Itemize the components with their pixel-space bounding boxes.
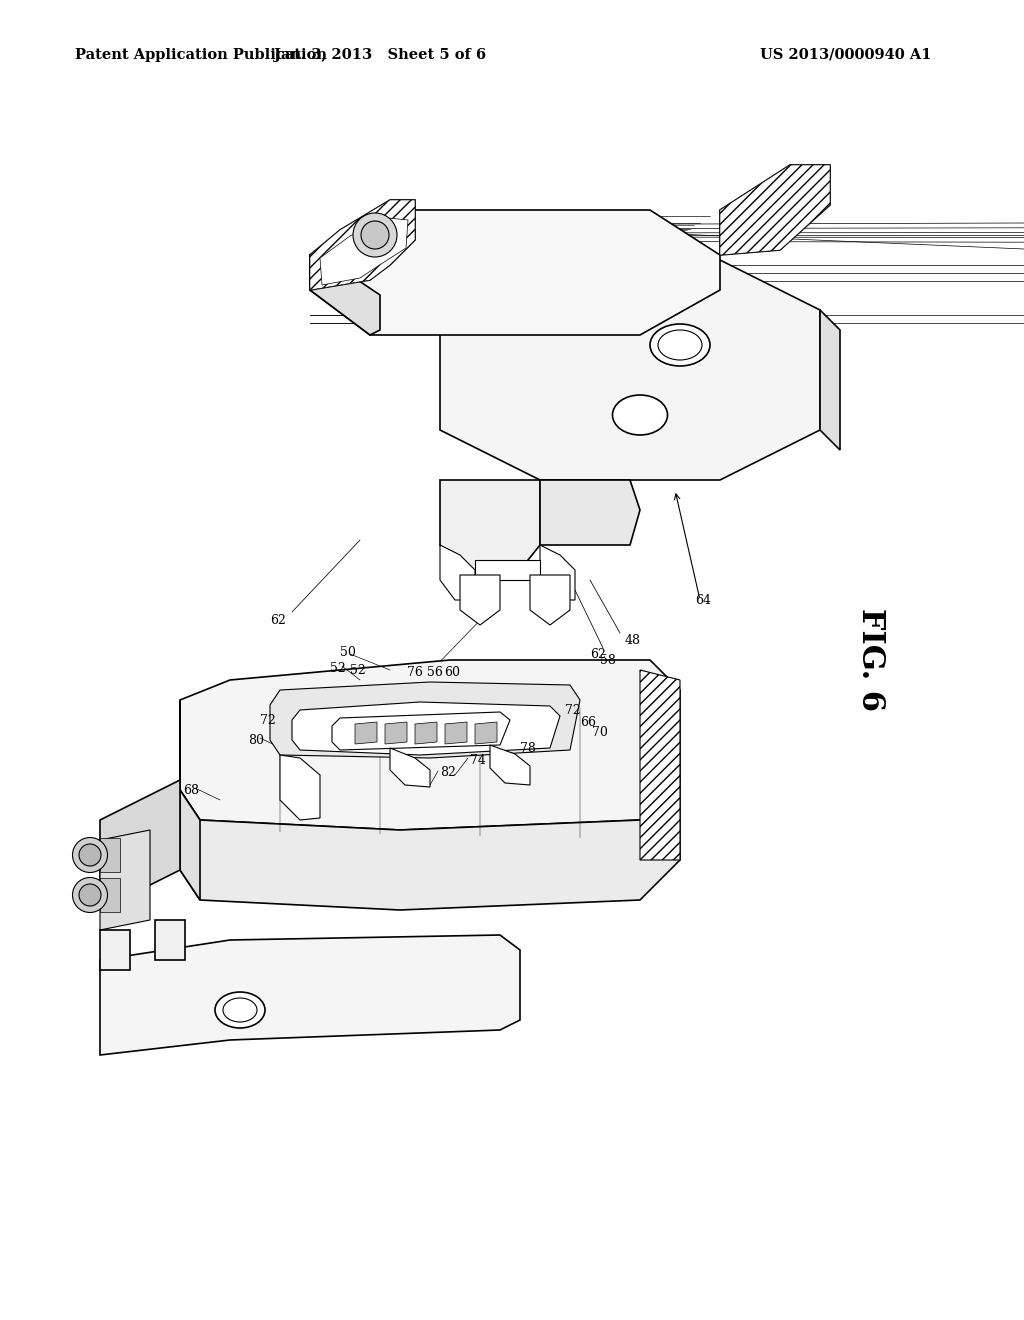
Circle shape [361,220,389,249]
Text: 68: 68 [183,784,199,796]
Polygon shape [475,560,540,579]
Polygon shape [100,838,120,873]
Polygon shape [155,920,185,960]
Polygon shape [310,210,720,335]
Text: 76: 76 [408,665,423,678]
Ellipse shape [73,837,108,873]
Polygon shape [292,702,560,755]
Text: Patent Application Publication: Patent Application Publication [75,48,327,62]
Polygon shape [100,931,130,970]
Polygon shape [820,310,840,450]
Text: 62: 62 [590,648,606,661]
Text: 74: 74 [470,754,485,767]
Text: 72: 72 [565,704,581,717]
Ellipse shape [650,323,710,366]
Polygon shape [100,935,520,1055]
Text: 58: 58 [600,653,615,667]
Polygon shape [319,218,408,285]
Polygon shape [390,748,430,787]
Polygon shape [440,545,475,601]
Polygon shape [180,780,680,909]
Polygon shape [475,722,497,744]
Text: 48: 48 [625,634,641,647]
Polygon shape [440,260,820,480]
Polygon shape [415,722,437,744]
Polygon shape [332,711,510,750]
Text: 64: 64 [695,594,711,606]
Text: 66: 66 [580,715,596,729]
Polygon shape [530,576,570,624]
Text: FIG. 6: FIG. 6 [854,609,886,711]
Polygon shape [355,722,377,744]
Polygon shape [100,780,180,909]
Text: Jan. 3, 2013   Sheet 5 of 6: Jan. 3, 2013 Sheet 5 of 6 [274,48,486,62]
Polygon shape [640,671,680,861]
Polygon shape [310,255,380,335]
Polygon shape [460,576,500,624]
Polygon shape [100,830,150,931]
Text: 80: 80 [248,734,264,747]
Ellipse shape [658,330,702,360]
Polygon shape [720,165,830,255]
Ellipse shape [79,843,101,866]
Text: 70: 70 [592,726,608,739]
Text: 56: 56 [427,665,443,678]
Polygon shape [445,722,467,744]
Text: 78: 78 [520,742,536,755]
Text: US 2013/0000940 A1: US 2013/0000940 A1 [760,48,932,62]
Text: 52: 52 [350,664,366,676]
Polygon shape [720,165,830,255]
Polygon shape [270,682,580,758]
Ellipse shape [73,878,108,912]
Circle shape [353,213,397,257]
Polygon shape [490,744,530,785]
Polygon shape [100,878,120,912]
Polygon shape [310,201,415,290]
Ellipse shape [215,993,265,1028]
Polygon shape [280,755,319,820]
Ellipse shape [79,884,101,906]
Polygon shape [540,545,575,601]
Text: 50: 50 [340,645,356,659]
Ellipse shape [223,998,257,1022]
Polygon shape [385,722,407,744]
Text: 72: 72 [260,714,275,726]
Polygon shape [440,480,540,570]
Ellipse shape [612,395,668,436]
Polygon shape [180,660,680,830]
Text: 82: 82 [440,767,456,780]
Text: 52: 52 [330,661,346,675]
Text: 62: 62 [270,614,286,627]
Polygon shape [310,201,415,290]
Polygon shape [540,480,640,545]
Text: 60: 60 [444,665,460,678]
Polygon shape [180,700,200,900]
